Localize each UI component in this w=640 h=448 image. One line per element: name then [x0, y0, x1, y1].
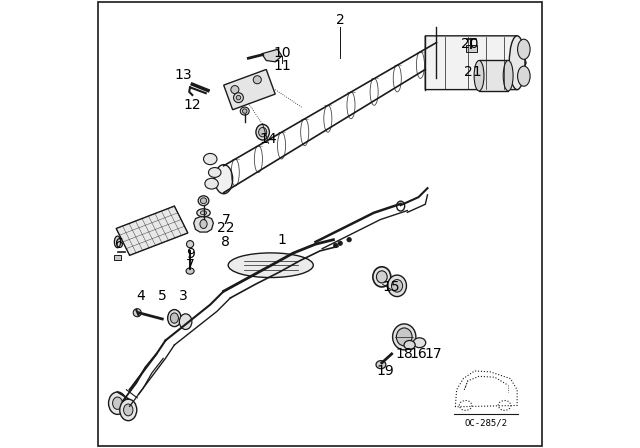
- Ellipse shape: [205, 178, 218, 189]
- Text: 12: 12: [184, 98, 201, 112]
- Ellipse shape: [115, 236, 121, 248]
- Text: 3: 3: [179, 289, 188, 303]
- Text: 6: 6: [115, 237, 124, 251]
- Ellipse shape: [198, 196, 209, 206]
- Ellipse shape: [240, 107, 249, 115]
- Ellipse shape: [234, 93, 243, 103]
- Text: 7: 7: [186, 258, 195, 272]
- Ellipse shape: [231, 86, 239, 94]
- Ellipse shape: [124, 404, 133, 416]
- Polygon shape: [116, 206, 188, 255]
- Text: 11: 11: [273, 59, 291, 73]
- Text: 9: 9: [186, 247, 195, 262]
- Ellipse shape: [503, 60, 513, 91]
- Text: 2: 2: [336, 13, 344, 27]
- Ellipse shape: [168, 310, 181, 327]
- Text: 10: 10: [273, 46, 291, 60]
- Bar: [479, 60, 508, 91]
- Ellipse shape: [186, 268, 194, 274]
- Ellipse shape: [376, 271, 387, 283]
- Bar: [466, 45, 477, 52]
- Ellipse shape: [200, 198, 207, 203]
- Text: 5: 5: [158, 289, 166, 303]
- Text: 20: 20: [461, 37, 479, 51]
- Ellipse shape: [133, 309, 141, 317]
- Ellipse shape: [396, 328, 412, 346]
- Text: 1: 1: [278, 233, 286, 247]
- Ellipse shape: [413, 338, 426, 348]
- Text: 7: 7: [221, 212, 230, 227]
- Ellipse shape: [392, 280, 403, 292]
- Ellipse shape: [204, 153, 217, 165]
- Ellipse shape: [243, 109, 247, 113]
- Ellipse shape: [333, 243, 338, 248]
- Ellipse shape: [215, 165, 233, 194]
- Ellipse shape: [109, 392, 127, 414]
- Ellipse shape: [256, 124, 269, 140]
- Text: 4: 4: [136, 289, 145, 303]
- Ellipse shape: [373, 267, 391, 287]
- Text: 21: 21: [463, 65, 481, 79]
- Ellipse shape: [170, 313, 179, 323]
- Ellipse shape: [509, 36, 525, 90]
- Ellipse shape: [388, 275, 406, 297]
- Ellipse shape: [209, 168, 221, 177]
- Ellipse shape: [186, 241, 194, 248]
- Ellipse shape: [253, 76, 261, 84]
- Ellipse shape: [338, 241, 342, 246]
- Ellipse shape: [179, 314, 192, 330]
- Text: 17: 17: [424, 347, 442, 361]
- Text: 22: 22: [217, 221, 235, 236]
- Ellipse shape: [259, 127, 267, 137]
- Text: 19: 19: [376, 364, 394, 378]
- Ellipse shape: [474, 60, 484, 91]
- Polygon shape: [194, 217, 213, 232]
- Ellipse shape: [347, 237, 351, 242]
- Ellipse shape: [197, 209, 210, 217]
- Polygon shape: [224, 69, 275, 110]
- Ellipse shape: [200, 211, 207, 215]
- Text: 14: 14: [260, 132, 277, 146]
- Ellipse shape: [236, 95, 241, 100]
- Ellipse shape: [120, 399, 137, 421]
- Ellipse shape: [404, 340, 415, 349]
- Text: 15: 15: [383, 280, 401, 294]
- Text: 8: 8: [221, 235, 230, 249]
- Ellipse shape: [228, 253, 314, 278]
- Text: 16: 16: [410, 347, 428, 361]
- Ellipse shape: [113, 397, 122, 409]
- Ellipse shape: [392, 324, 416, 350]
- Text: 18: 18: [396, 347, 413, 361]
- Text: OC-285/2: OC-285/2: [465, 418, 508, 427]
- Ellipse shape: [200, 220, 207, 228]
- Ellipse shape: [518, 39, 530, 59]
- Ellipse shape: [518, 66, 530, 86]
- Text: 13: 13: [175, 68, 192, 82]
- Bar: [114, 255, 121, 260]
- Ellipse shape: [376, 361, 386, 369]
- Polygon shape: [262, 49, 282, 62]
- Polygon shape: [425, 36, 526, 90]
